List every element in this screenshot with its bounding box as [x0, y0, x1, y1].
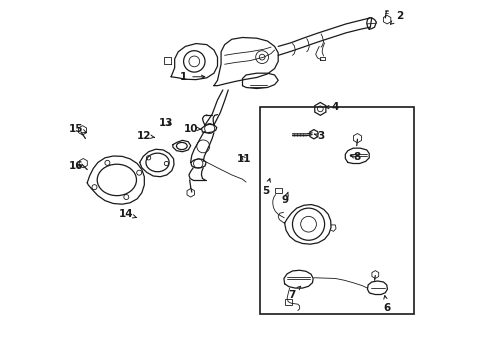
Text: 10: 10: [183, 124, 200, 134]
Text: 11: 11: [237, 154, 251, 164]
Text: 1: 1: [180, 72, 204, 82]
Bar: [284, 299, 292, 305]
Bar: [274, 188, 281, 193]
Text: 7: 7: [287, 286, 300, 300]
Text: 14: 14: [119, 209, 136, 219]
Text: 9: 9: [281, 192, 288, 205]
Text: 13: 13: [158, 118, 173, 128]
Text: 8: 8: [349, 152, 360, 162]
Text: 5: 5: [261, 178, 270, 196]
Bar: [259, 107, 413, 314]
Text: 2: 2: [390, 11, 402, 24]
Text: 3: 3: [314, 131, 324, 141]
Text: 4: 4: [325, 102, 338, 112]
Text: 15: 15: [68, 124, 86, 134]
Text: 16: 16: [68, 161, 83, 171]
Text: 12: 12: [137, 131, 154, 141]
Text: 6: 6: [383, 296, 390, 313]
